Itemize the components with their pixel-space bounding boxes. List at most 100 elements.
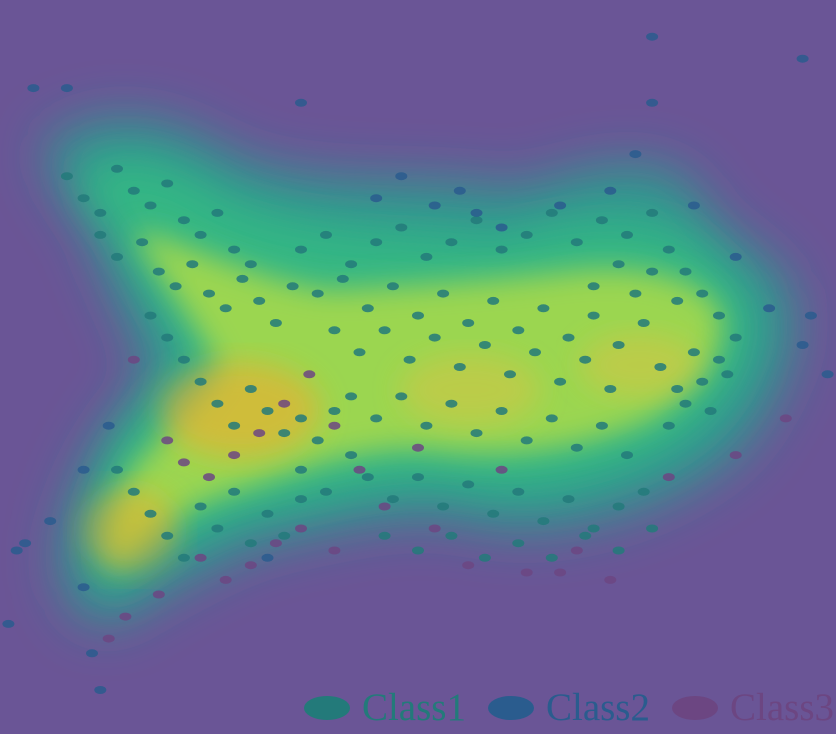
class3-point (177, 458, 190, 467)
class1-point (587, 282, 600, 291)
class1-point (462, 319, 475, 327)
class1-point (253, 296, 266, 305)
class1-point (161, 333, 174, 342)
class1-point (495, 407, 508, 415)
class1-point (612, 546, 625, 555)
class1-point (261, 407, 274, 415)
class3-point (194, 553, 207, 562)
class3-point (278, 399, 291, 408)
class1-point (186, 260, 199, 269)
class1-point (646, 267, 659, 276)
class2-point (646, 98, 659, 107)
class1-point (136, 238, 149, 247)
class1-point (696, 289, 709, 298)
class1-point (127, 487, 140, 496)
class1-point (612, 260, 625, 269)
class1-point (269, 319, 282, 327)
class1-point (144, 509, 157, 518)
class1-point (570, 238, 583, 247)
class1-point (328, 326, 341, 335)
class1-point (228, 487, 241, 496)
class3-point (269, 539, 282, 548)
class2-point (10, 546, 23, 555)
class1-point (211, 208, 224, 217)
class2-point (796, 54, 809, 63)
class1-point (713, 355, 725, 364)
class1-point (604, 385, 617, 393)
class2-point (495, 223, 508, 232)
class1-point (595, 421, 608, 430)
class3-point (328, 421, 341, 430)
class2-point (77, 583, 90, 592)
class1-point (570, 443, 583, 452)
class1-point (437, 502, 450, 511)
class2-point (60, 84, 73, 93)
class1-point (412, 473, 424, 482)
class1-point (587, 311, 600, 320)
class1-point (537, 304, 550, 313)
legend-label: Class2 (545, 686, 650, 729)
class2-point (729, 252, 742, 261)
class1-point (228, 421, 241, 430)
class2-point (77, 465, 90, 474)
class1-point (244, 385, 257, 393)
class1-point (671, 385, 684, 393)
class1-point (386, 282, 399, 291)
class1-point (211, 524, 224, 533)
class1-point (629, 289, 642, 298)
class1-point (420, 252, 433, 261)
class1-point (169, 282, 182, 291)
class1-point (320, 487, 332, 496)
class1-point (77, 194, 90, 203)
class3-point (219, 575, 232, 584)
class1-point (621, 451, 633, 460)
class1-point (261, 509, 274, 518)
class1-point (320, 230, 332, 239)
class2-point (646, 32, 659, 41)
class3-point (253, 429, 266, 438)
class3-point (161, 436, 174, 445)
class1-point (512, 487, 525, 496)
class1-point (520, 436, 533, 445)
class2-point (554, 201, 567, 210)
legend-marker-class3 (671, 696, 718, 720)
class2-point (763, 304, 776, 313)
class2-point (453, 186, 466, 195)
class2-point (370, 194, 383, 203)
class1-point (637, 319, 650, 327)
class2-point (94, 686, 107, 694)
class3-point (662, 473, 675, 482)
class1-point (662, 421, 675, 430)
class1-point (520, 230, 533, 239)
class1-point (370, 238, 383, 247)
class1-point (478, 553, 491, 562)
class1-point (504, 370, 516, 379)
class3-point (353, 465, 366, 474)
legend-item-class2: Class2 (487, 686, 650, 730)
class1-point (94, 208, 107, 217)
class1-point (236, 274, 249, 283)
class1-point (244, 539, 257, 548)
class2-point (86, 649, 98, 658)
class1-point (687, 348, 700, 357)
legend: Class1 Class2 Class3 (303, 686, 834, 730)
class3-point (102, 634, 115, 643)
class1-point (453, 363, 466, 371)
class1-point (177, 553, 190, 562)
class1-point (462, 480, 475, 489)
class1-point (295, 465, 307, 474)
class1-point (345, 451, 358, 460)
class1-point (637, 487, 650, 496)
legend-label: Class3 (729, 686, 834, 729)
class3-point (119, 612, 132, 621)
class2-point (821, 370, 834, 379)
class1-point (545, 414, 558, 423)
class2-point (470, 208, 483, 217)
class1-point (713, 311, 725, 320)
class3-point (729, 451, 742, 460)
class3-point (378, 502, 391, 511)
class3-point (152, 590, 165, 599)
class1-point (328, 407, 341, 415)
